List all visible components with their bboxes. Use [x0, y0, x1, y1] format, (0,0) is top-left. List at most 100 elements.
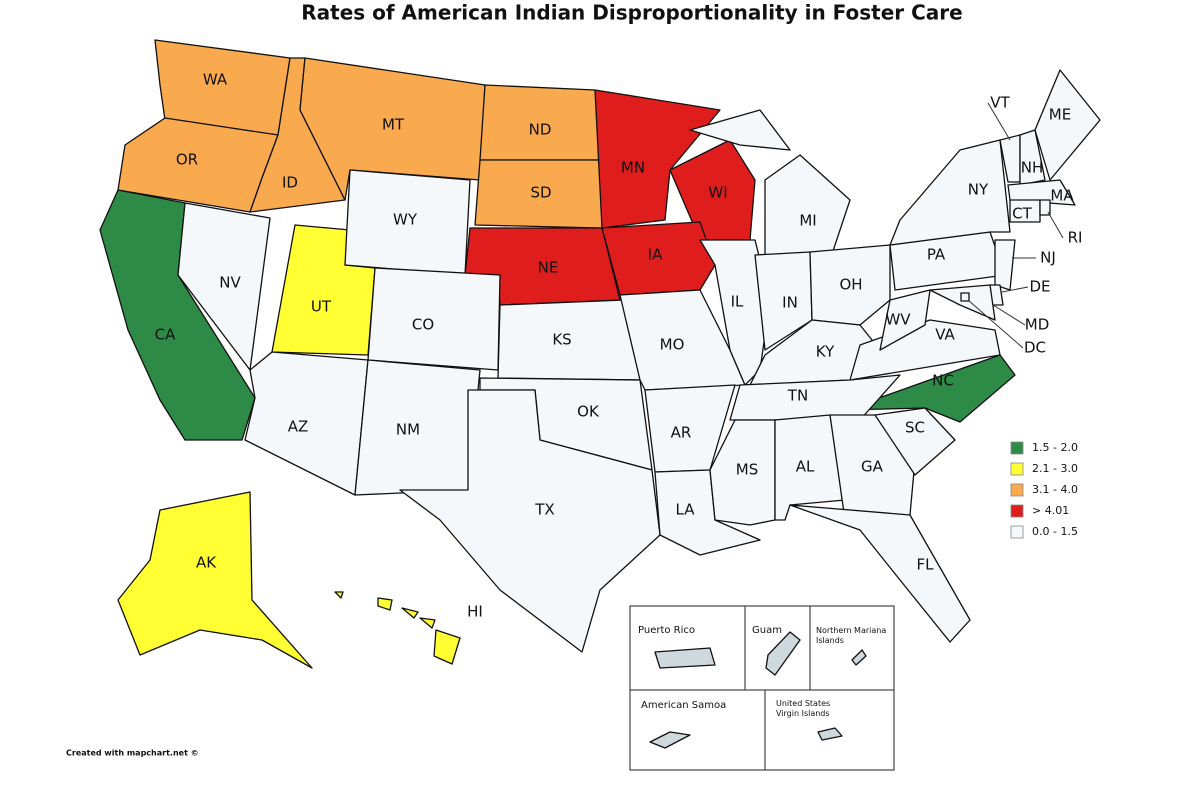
state-label: WA: [203, 71, 228, 89]
legend-label: 1.5 - 2.0: [1032, 441, 1078, 454]
state-label: MT: [382, 116, 405, 134]
legend-label: > 4.01: [1032, 504, 1069, 517]
state: FL: [789, 504, 971, 643]
state-label: OK: [577, 403, 600, 421]
territory-shape: [765, 631, 801, 676]
state-shape: [601, 221, 716, 296]
state: ND: [479, 84, 601, 161]
territory-shape: [654, 647, 716, 669]
state-label: AR: [671, 424, 692, 442]
state: TX: [399, 389, 661, 653]
state-label: FL: [917, 556, 935, 574]
state: MI: [689, 109, 851, 261]
state-shape: [844, 354, 1016, 423]
state-label: SD: [530, 184, 551, 202]
state-shape: [929, 284, 996, 321]
state-shape: [789, 504, 971, 643]
state-label: GA: [861, 458, 884, 476]
state-label: SC: [905, 419, 925, 437]
state-label: VT: [990, 94, 1010, 112]
state-label: NM: [396, 421, 420, 439]
territory-label: American Samoa: [641, 700, 726, 711]
state: LA: [654, 469, 761, 556]
leader-line: [1001, 286, 1029, 293]
state-label: UT: [311, 298, 332, 316]
state: NY: [889, 139, 1011, 246]
credit: Created with mapchart.net ©: [66, 749, 199, 758]
state-shape: [689, 109, 791, 151]
state: IA: [601, 221, 716, 296]
state-label: TX: [534, 501, 554, 519]
state-shape: [401, 607, 419, 619]
leader-line: [967, 299, 1024, 349]
legend-swatch: [1010, 525, 1024, 539]
state-shape: [117, 491, 313, 669]
state-label: IN: [782, 294, 798, 312]
state: HI: [334, 591, 483, 665]
state-label: MO: [660, 336, 685, 354]
state: RI: [1039, 199, 1082, 247]
state-label: PA: [927, 246, 946, 264]
state-shape: [874, 407, 956, 476]
state-shape: [809, 244, 891, 326]
state-label: DC: [1024, 339, 1046, 357]
state-shape: [764, 154, 851, 261]
state: CT: [1009, 199, 1041, 223]
state-label: MA: [1050, 187, 1074, 205]
state-label: OH: [839, 276, 862, 294]
state: NC: [844, 354, 1016, 423]
state-shape: [334, 591, 344, 599]
state-shape: [594, 89, 721, 229]
state: NJ: [994, 239, 1056, 291]
state: SC: [874, 407, 956, 476]
state: MO: [619, 289, 746, 391]
state-label: IL: [731, 293, 744, 311]
state-label: OR: [176, 151, 198, 169]
state: MN: [594, 89, 721, 229]
state-shape: [419, 617, 436, 629]
state-label: NC: [932, 372, 954, 390]
state-label: KS: [552, 331, 571, 349]
territory-box: [629, 605, 895, 771]
state: AZ: [244, 351, 369, 496]
state: NH: [1019, 129, 1046, 186]
state: WY: [344, 169, 471, 276]
state-label: HI: [467, 603, 483, 621]
leader-line: [987, 102, 1011, 141]
state-label: IA: [648, 246, 663, 264]
state: WA: [154, 39, 291, 136]
legend-swatch: [1010, 504, 1024, 518]
state-label: ND: [529, 121, 552, 139]
state: SD: [474, 159, 603, 229]
state-label: ME: [1049, 106, 1071, 124]
state-label: DE: [1029, 278, 1050, 296]
legend-label: 0.0 - 1.5: [1032, 525, 1078, 538]
state-label: CA: [155, 326, 176, 344]
territory-label: United States Virgin Islands: [776, 699, 830, 718]
state-label: MS: [736, 461, 758, 479]
state-label: NY: [968, 181, 989, 199]
state-label: NE: [538, 259, 559, 277]
state: MA: [1007, 179, 1076, 206]
state-label: AZ: [288, 418, 309, 436]
state-shape: [1007, 179, 1076, 206]
state-shape: [399, 389, 661, 653]
state-label: NH: [1021, 159, 1044, 177]
state-label: NJ: [1040, 249, 1056, 267]
state-shape: [699, 239, 771, 386]
state: DE: [989, 278, 1051, 306]
leader-line: [992, 304, 1026, 326]
state-shape: [960, 292, 970, 302]
territory-label: Northern Mariana Islands: [816, 626, 886, 645]
state-label: ID: [282, 174, 298, 192]
map-title: Rates of American Indian Disproportional…: [301, 1, 962, 25]
territory-shape: [851, 649, 867, 666]
state: TN: [729, 374, 901, 421]
state-shape: [994, 239, 1016, 291]
state-label: WV: [885, 311, 911, 329]
territory-label: Guam: [752, 625, 782, 636]
state-label: LA: [676, 501, 696, 519]
legend-label: 2.1 - 3.0: [1032, 462, 1078, 475]
state-label: WI: [708, 184, 727, 202]
territory-label: Puerto Rico: [638, 625, 695, 636]
